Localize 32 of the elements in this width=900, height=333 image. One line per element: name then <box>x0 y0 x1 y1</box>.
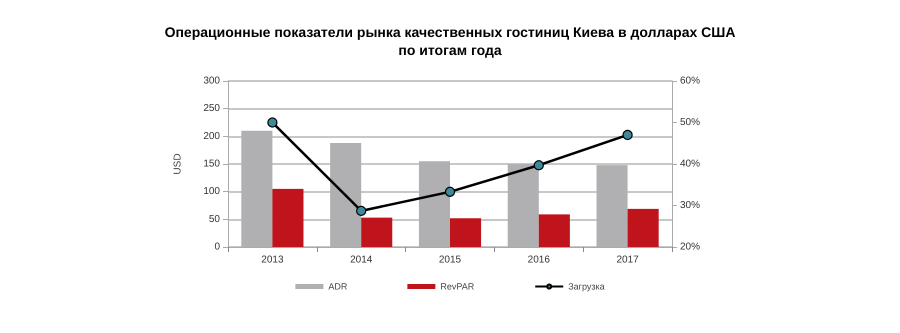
y-tick-label: 300 <box>203 76 220 86</box>
x-tick-label: 2013 <box>261 254 284 266</box>
x-tick-label: 2015 <box>438 254 462 266</box>
chart-title: Операционные показатели рынка качественных гостиниц Киева в долларах США по итогам года <box>164 24 736 58</box>
point <box>444 186 456 197</box>
x-tick-label: 2017 <box>616 254 640 266</box>
y-tick-label: 250 <box>203 103 220 114</box>
y2-tick-label: 60% <box>680 76 700 86</box>
y-tick-label: 100 <box>203 186 220 198</box>
y-tick-label: 150 <box>203 158 220 170</box>
bar <box>450 218 482 247</box>
y-tick-label: 0 <box>214 242 220 252</box>
point <box>267 117 278 128</box>
y2-tick-label: 20% <box>680 242 700 252</box>
point <box>534 160 544 170</box>
bar <box>361 218 392 247</box>
bar <box>272 188 304 247</box>
y2-tick-label: 40% <box>680 158 700 170</box>
legend-label: ADR <box>328 282 348 292</box>
legend-label: RevPAR <box>440 282 475 292</box>
bar <box>628 208 659 247</box>
y-tick-label: 50 <box>208 214 220 225</box>
x-tick-label: 2014 <box>350 254 373 266</box>
y2-tick-label: 30% <box>680 200 700 211</box>
point <box>356 206 366 216</box>
bar <box>538 214 570 247</box>
y2-tick-label: 50% <box>680 117 700 128</box>
y-axis-title: USD <box>172 153 184 175</box>
point <box>622 130 633 140</box>
legend-label: Загрузка <box>568 282 605 292</box>
x-tick-label: 2016 <box>528 254 550 266</box>
y-tick-label: 200 <box>203 130 220 142</box>
